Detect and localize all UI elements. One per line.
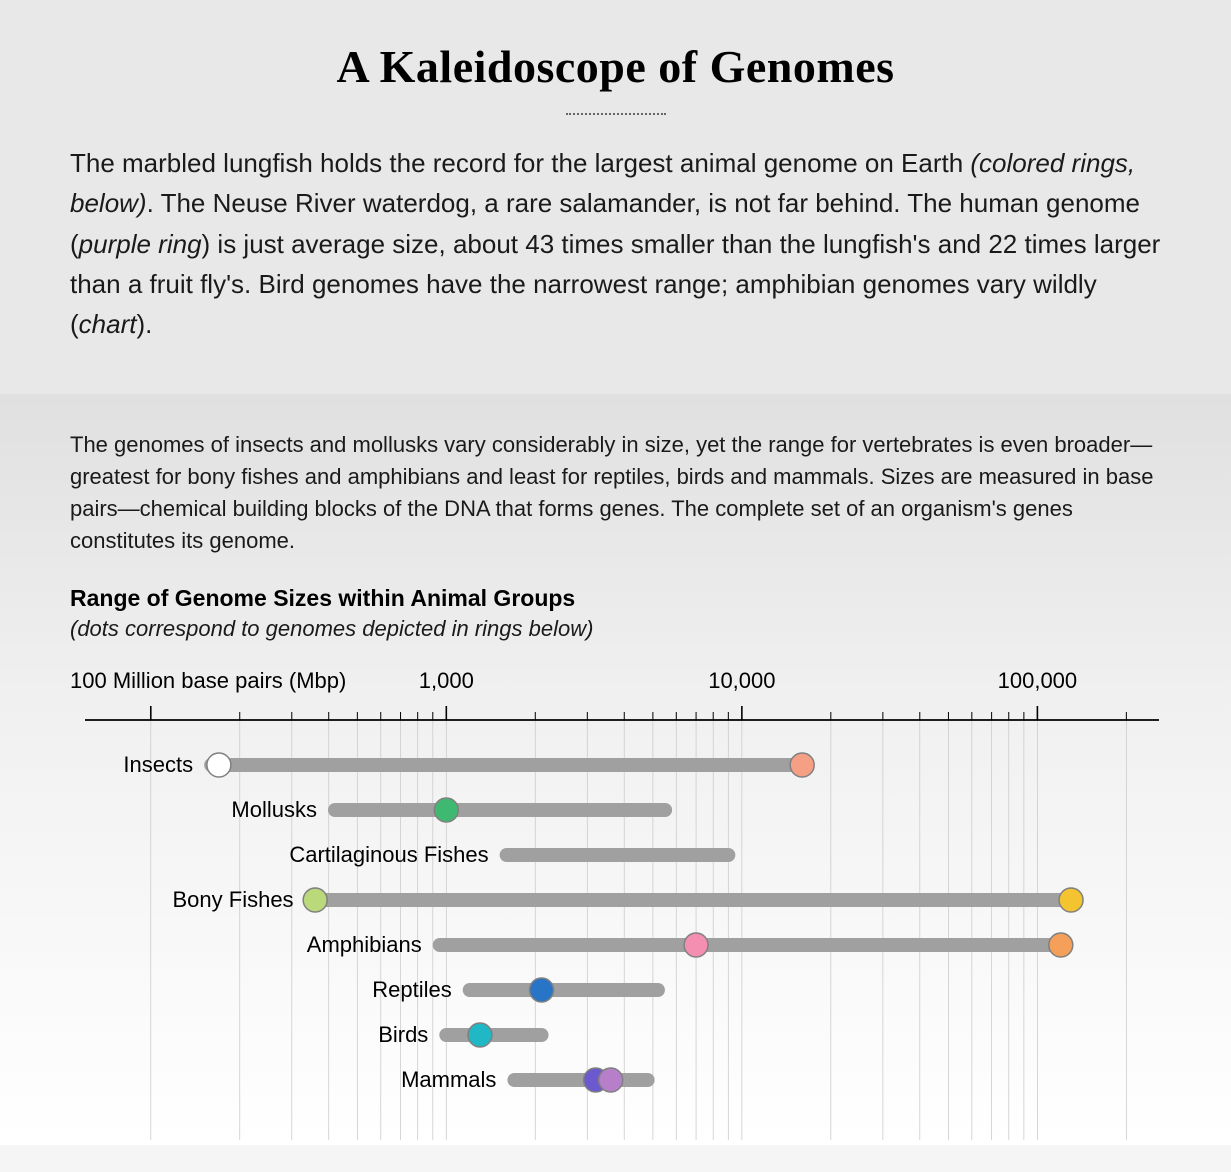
genome-dot [1059,888,1083,912]
chart-svg-wrap: 100 Million base pairs (Mbp) 1,000 10,000 1… [70,660,1161,1145]
page-container: A Kaleidoscope of Genomes The marbled lu… [0,0,1231,1145]
genome-dot [684,933,708,957]
axis-label: 100 Million base pairs (Mbp) [70,668,346,693]
chart-title: Range of Genome Sizes within Animal Grou… [70,585,1161,612]
chart-intro-paragraph: The genomes of insects and mollusks vary… [70,429,1161,557]
row-label: Reptiles [372,977,451,1002]
genome-dot [434,798,458,822]
genome-dot [207,753,231,777]
row-label: Cartilaginous Fishes [289,842,488,867]
row-label: Bony Fishes [173,887,294,912]
genome-dot [303,888,327,912]
axis-tick-label: 100,000 [998,668,1078,693]
genome-dot [468,1023,492,1047]
row-label: Birds [378,1022,428,1047]
axis-tick-label: 10,000 [708,668,775,693]
chart-section: The genomes of insects and mollusks vary… [0,394,1231,1145]
genome-dot [1049,933,1073,957]
row-label: Insects [123,752,193,777]
header-section: A Kaleidoscope of Genomes The marbled lu… [0,0,1231,394]
title-divider [566,113,666,115]
chart-subtitle: (dots correspond to genomes depicted in … [70,616,1161,642]
page-title: A Kaleidoscope of Genomes [70,40,1161,93]
axis-tick-label: 1,000 [419,668,474,693]
intro-paragraph: The marbled lungfish holds the record fo… [70,143,1161,344]
genome-dot [599,1068,623,1092]
row-label: Mammals [401,1067,496,1092]
row-label: Mollusks [231,797,317,822]
row-label: Amphibians [307,932,422,957]
genome-dot [790,753,814,777]
genome-dot [530,978,554,1002]
genome-range-chart: 100 Million base pairs (Mbp) 1,000 10,000 1… [70,660,1160,1140]
